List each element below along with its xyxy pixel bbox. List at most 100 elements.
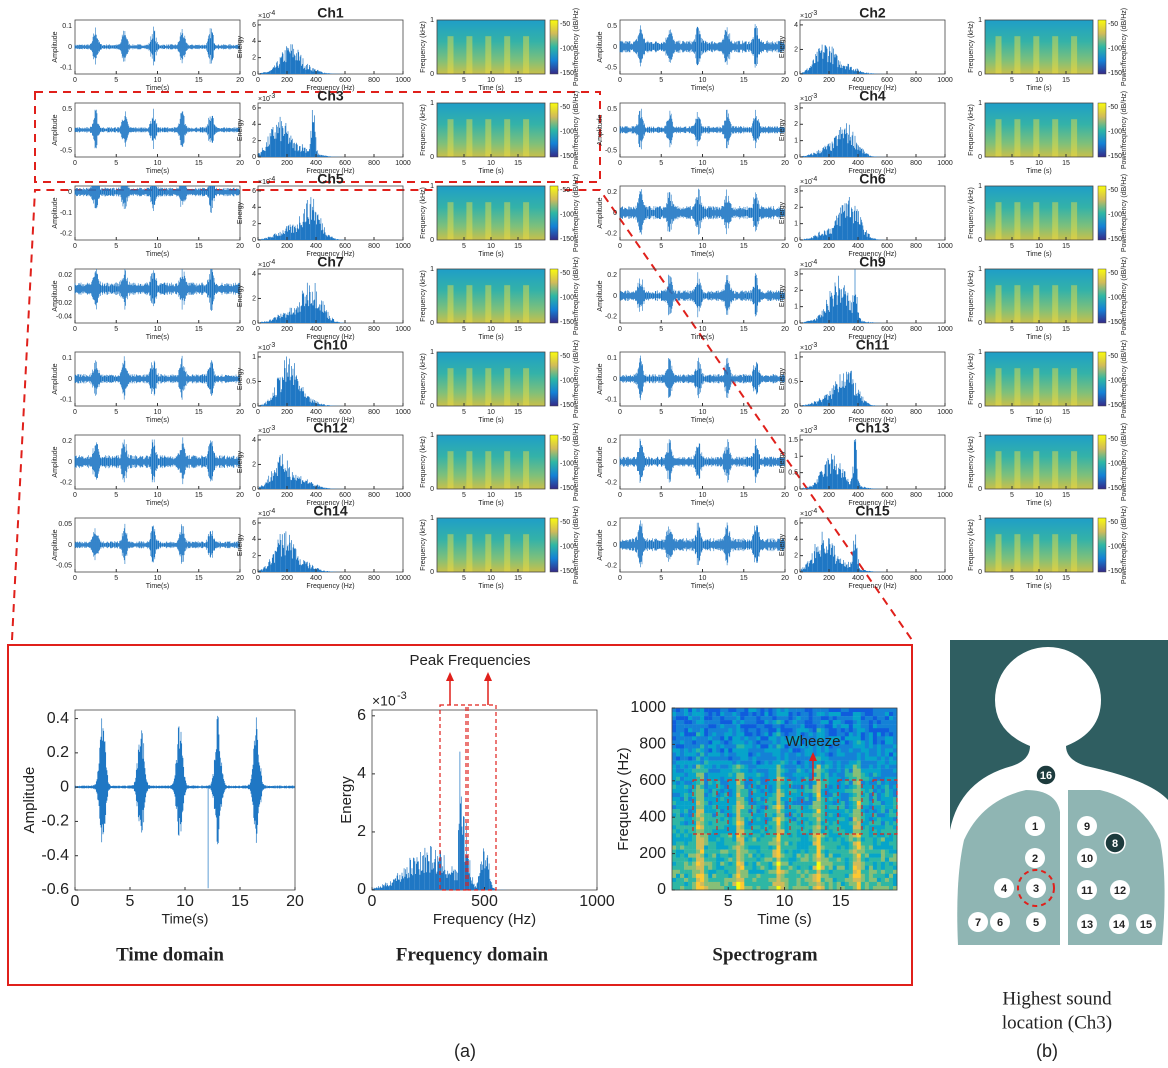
spectrogram-cell <box>857 753 861 757</box>
spectrogram-cell <box>865 809 869 813</box>
spectrogram-cell <box>736 858 740 862</box>
spectrogram-cell <box>805 809 809 813</box>
y-tick-label: 800 <box>639 736 666 753</box>
spectrogram-cell <box>760 842 764 846</box>
spectrogram-band <box>523 285 529 323</box>
figure: 0.10-0.105101520Time(s)Amplitude02460200… <box>0 0 1168 1068</box>
spectrogram-cell <box>825 716 829 720</box>
spectrogram-cell <box>688 793 692 797</box>
spectrogram-cell <box>760 716 764 720</box>
spectrogram-cell <box>821 850 825 854</box>
spectrogram-cell <box>809 874 813 878</box>
x-tick-label: 1000 <box>937 77 953 84</box>
spectrogram-cell <box>704 720 708 724</box>
spectrogram-cell <box>696 874 700 878</box>
x-tick-label: 200 <box>281 575 293 582</box>
spectrogram-cell <box>768 732 772 736</box>
spectrogram-cell <box>728 858 732 862</box>
spectrogram-band <box>485 36 491 74</box>
spectrogram-cell <box>861 736 865 740</box>
spectrogram-cell <box>724 732 728 736</box>
spectrogram-cell <box>676 789 680 793</box>
spectrogram-cell <box>764 874 768 878</box>
spectrogram-cell <box>841 769 845 773</box>
spectrogram-cell <box>732 866 736 870</box>
spectrogram-cell <box>708 736 712 740</box>
spectrogram-cell <box>861 870 865 874</box>
spectrogram-cell <box>785 765 789 769</box>
spectrogram-cell <box>821 821 825 825</box>
spectrogram-cell <box>797 797 801 801</box>
y-axis-label: Power/frequency (dB/Hz) <box>573 506 580 584</box>
spectrogram-cell <box>732 817 736 821</box>
spectrogram-cell <box>680 708 684 712</box>
spectrogram-cell <box>704 757 708 761</box>
x-tick-label: 10 <box>1035 77 1043 84</box>
spectrogram-cell <box>740 866 744 870</box>
spectrogram-cell <box>781 801 785 805</box>
x-tick-label: 5 <box>1010 575 1014 582</box>
spectrogram-cell <box>692 736 696 740</box>
y-axis-label: Energy <box>237 118 244 141</box>
spectrogram-cell <box>837 793 841 797</box>
spectrogram-cell <box>809 728 813 732</box>
spectrogram-cell <box>728 720 732 724</box>
spectrogram-cell <box>797 724 801 728</box>
spectrogram-cell <box>817 850 821 854</box>
spectrogram-cell <box>885 870 889 874</box>
spectrogram-cell <box>777 825 781 829</box>
spectrogram-cell <box>813 846 817 850</box>
spectrogram-cell <box>756 837 760 841</box>
spectrogram-band <box>448 368 454 406</box>
x-tick-label: 200 <box>823 77 835 84</box>
spectrogram-cell <box>760 837 764 841</box>
spectrogram-band <box>466 534 472 572</box>
y-tick-label: 1 <box>430 100 434 107</box>
y-tick-label: 0 <box>430 486 434 493</box>
spectrogram-cell <box>777 809 781 813</box>
spectrogram-cell <box>849 708 853 712</box>
spectrogram-cell <box>865 777 869 781</box>
y-axis-label: Frequency (kHz) <box>420 270 427 322</box>
spectrogram-cell <box>873 732 877 736</box>
spectrogram-cell <box>680 866 684 870</box>
spectrogram-cell <box>732 793 736 797</box>
spectrogram-cell <box>692 773 696 777</box>
spectrogram-cell <box>885 785 889 789</box>
spectrogram-cell <box>712 740 716 744</box>
spectrogram-cell <box>873 846 877 850</box>
spectrogram-cell <box>692 757 696 761</box>
y-tick-label: 0.5 <box>607 23 617 30</box>
x-tick-label: 1000 <box>395 492 411 499</box>
spectrogram-cell <box>889 736 893 740</box>
spectrogram-cell <box>708 846 712 850</box>
spectrogram-cell <box>881 728 885 732</box>
spectrogram-cell <box>885 728 889 732</box>
spectrogram-cell <box>849 761 853 765</box>
spectrogram-cell <box>877 744 881 748</box>
spectrogram-cell <box>869 712 873 716</box>
spectrogram-cell <box>805 878 809 882</box>
spectrogram-cell <box>760 829 764 833</box>
spectrogram-cell <box>672 732 676 736</box>
spectrogram-cell <box>849 854 853 858</box>
spectrogram-cell <box>768 748 772 752</box>
x-tick-label: 0 <box>798 575 802 582</box>
spectrogram-cell <box>841 866 845 870</box>
spectrogram-cell <box>785 757 789 761</box>
spectrogram-cell <box>716 761 720 765</box>
x-tick-label: 15 <box>740 409 748 416</box>
x-tick-label: 15 <box>740 243 748 250</box>
y-tick-label: 0 <box>68 127 72 134</box>
spectrogram-cell <box>845 870 849 874</box>
spectrogram-cell <box>841 728 845 732</box>
spectrogram-cell <box>845 781 849 785</box>
spectrogram-cell <box>768 874 772 878</box>
sensor-label: 1 <box>1032 821 1038 833</box>
spectrogram-cell <box>692 712 696 716</box>
spectrogram-cell <box>684 785 688 789</box>
exponent: -4 <box>269 176 275 183</box>
spectrogram-band <box>1014 36 1020 74</box>
spectrogram-cell <box>885 858 889 862</box>
spectrogram-cell <box>781 874 785 878</box>
